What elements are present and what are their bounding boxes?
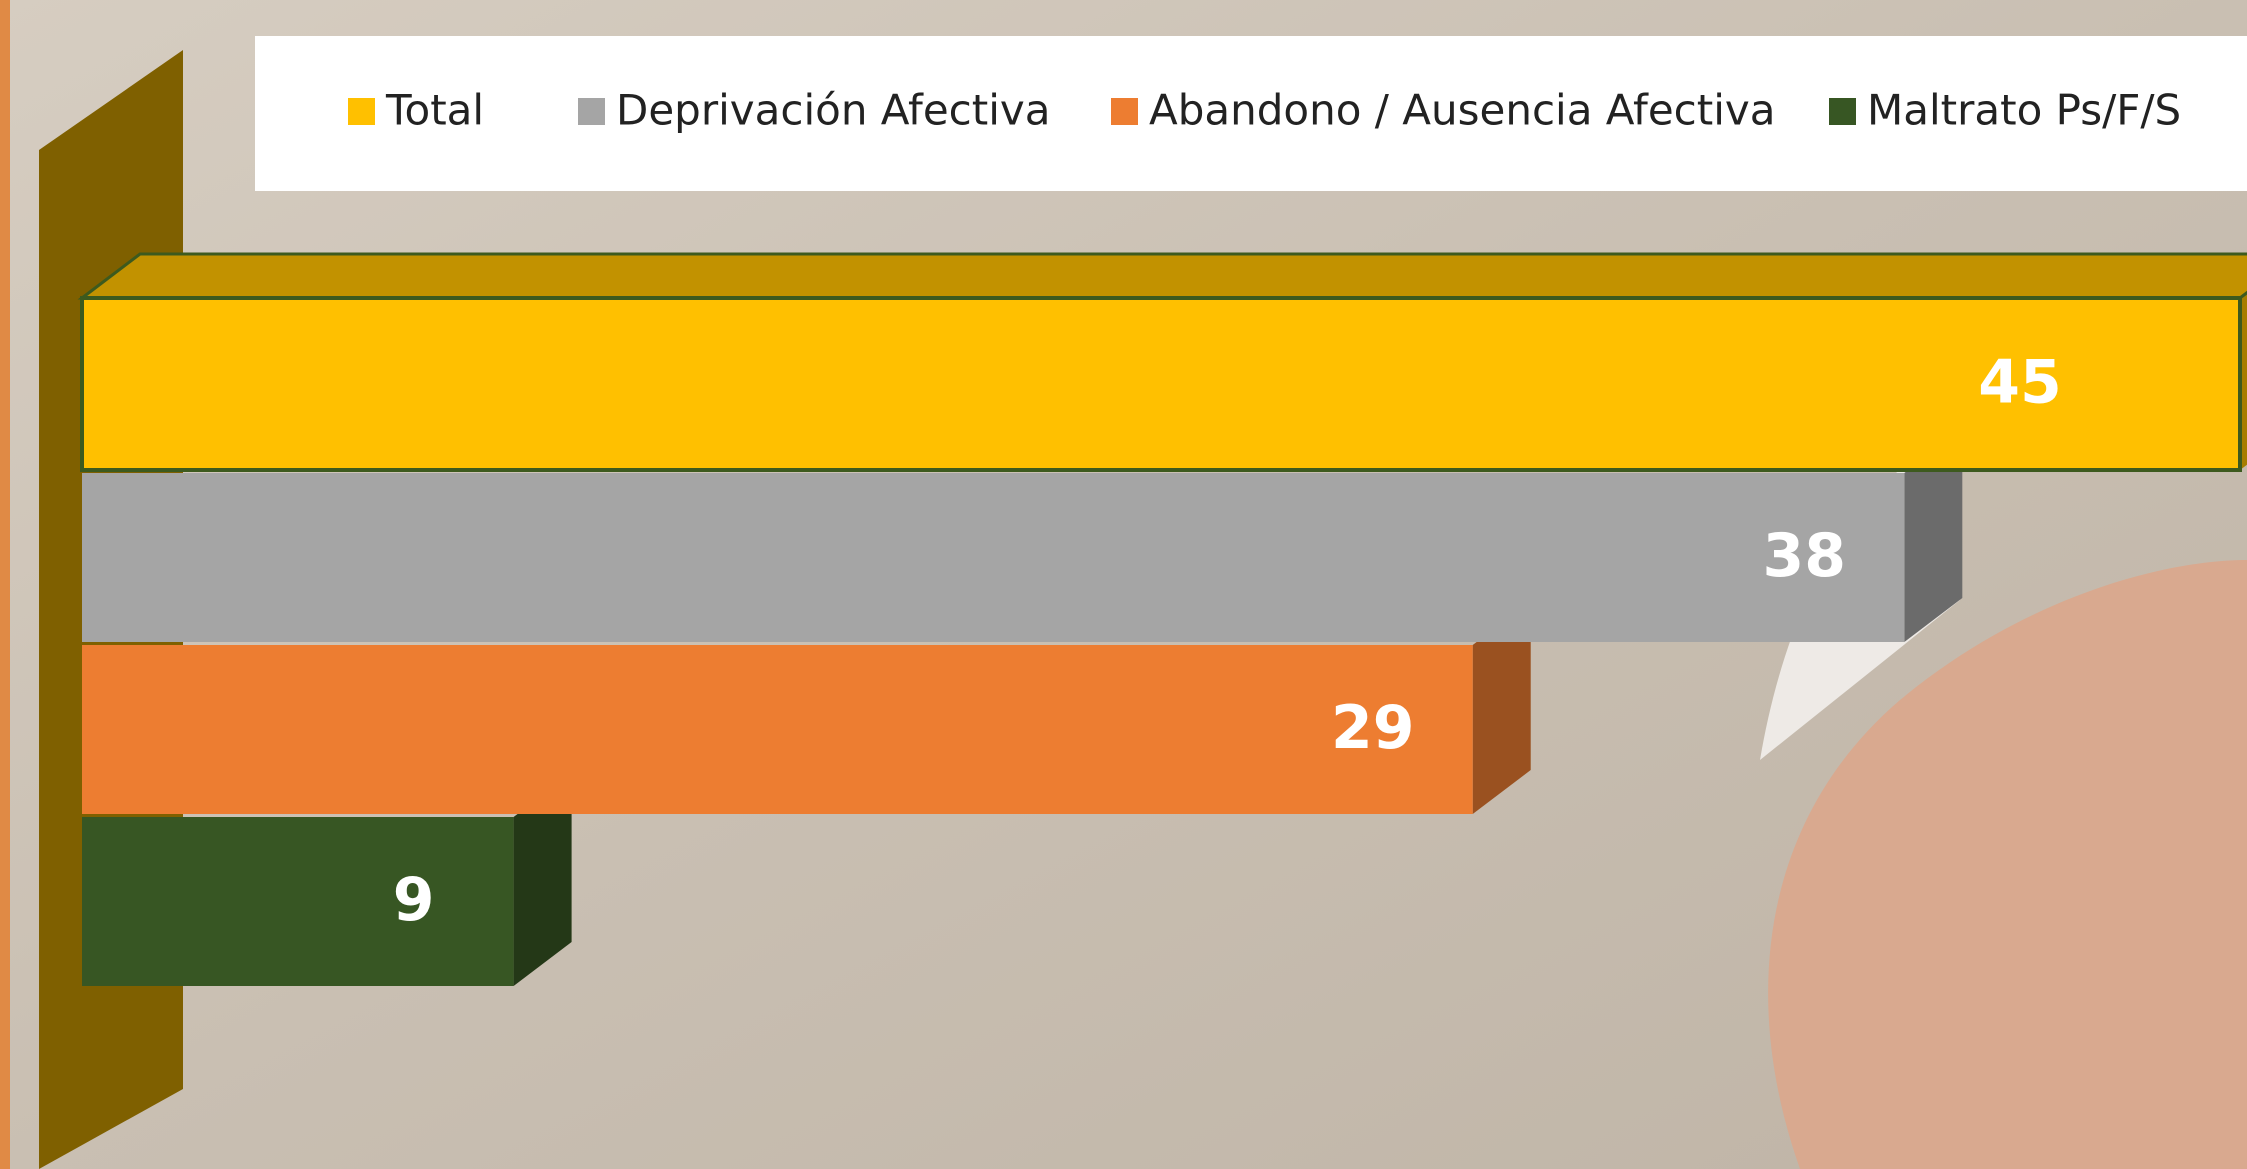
bar-group: 29 — [82, 601, 1531, 814]
arm-shape — [1768, 560, 2247, 1169]
value-label: 29 — [1331, 693, 1415, 763]
bar-side — [513, 773, 572, 986]
legend-swatch — [578, 98, 605, 125]
legend-swatch — [1829, 98, 1856, 125]
legend-label: Maltrato Ps/F/S — [1867, 86, 2181, 135]
value-label: 45 — [1978, 348, 2062, 418]
bar-side — [1472, 601, 1531, 814]
bar-group: 38 — [82, 429, 1963, 642]
legend-label: Abandono / Ausencia Afectiva — [1149, 86, 1776, 135]
bar — [80, 296, 2242, 472]
bar — [82, 473, 1905, 642]
edge-stripe — [0, 0, 10, 1169]
legend-label: Deprivación Afectiva — [616, 86, 1050, 135]
bar-group: 45 — [77, 252, 2247, 472]
value-label: 9 — [393, 865, 435, 935]
bar-side — [1904, 429, 1963, 642]
legend-label: Total — [385, 86, 484, 135]
legend: Total Deprivación Afectiva Abandono / Ause… — [348, 86, 2181, 135]
legend-swatch — [1111, 98, 1138, 125]
bar — [82, 817, 514, 986]
bar-top — [77, 252, 2247, 300]
bar-group: 9 — [82, 773, 572, 986]
bar — [82, 645, 1473, 814]
bars: 9 29 38 45 — [77, 252, 2247, 986]
value-label: 38 — [1763, 521, 1847, 591]
legend-swatch — [348, 98, 375, 125]
